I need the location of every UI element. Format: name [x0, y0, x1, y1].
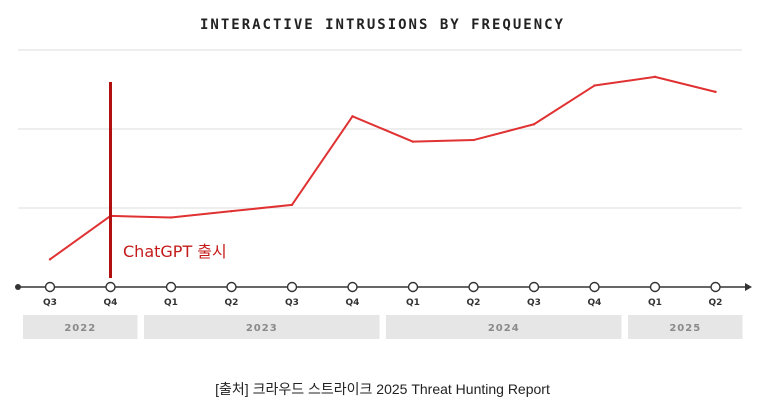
tick-label: Q4 — [346, 298, 360, 308]
year-band — [628, 315, 743, 339]
tick-label: Q2 — [467, 298, 481, 308]
tick-label: Q3 — [527, 298, 541, 308]
year-label: 2024 — [488, 323, 520, 334]
source-note: [출처] 크라우드 스트라이크 2025 Threat Hunting Repo… — [215, 381, 550, 397]
tick-marker — [105, 281, 116, 293]
data-point — [532, 123, 536, 126]
annotation-label: ChatGPT 출시 — [123, 242, 227, 261]
year-band — [144, 315, 380, 339]
data-point — [472, 138, 475, 142]
tick-marker — [44, 281, 56, 293]
annotation-group: ChatGPT 출시 — [109, 82, 227, 278]
tick-marker — [407, 281, 419, 293]
data-point — [411, 140, 415, 143]
data-point — [714, 90, 717, 94]
tick-label: Q3 — [285, 298, 299, 308]
year-band — [23, 315, 138, 339]
tick-label: Q1 — [406, 298, 420, 308]
year-bands: 2022 2023 2024 2025 — [23, 315, 743, 339]
tick-marker — [589, 281, 600, 293]
data-point — [290, 203, 294, 207]
tick-marker — [226, 281, 237, 293]
axis-arrowhead — [745, 283, 752, 291]
year-label: 2022 — [64, 323, 96, 334]
series-line — [49, 75, 716, 261]
tick-label: Q2 — [225, 298, 239, 308]
tick-marker — [347, 281, 358, 293]
year-band — [386, 315, 622, 339]
series-line-group — [48, 75, 717, 261]
tick-marker — [468, 281, 479, 293]
tick-marker — [710, 281, 721, 293]
tick-label: Q4 — [104, 298, 118, 308]
tick-label: Q4 — [588, 298, 602, 308]
tick-marker — [286, 281, 298, 293]
tick-label: Q2 — [709, 298, 723, 308]
data-point — [351, 115, 354, 118]
x-axis: Q3 Q4 Q1 Q2 Q3 Q4 Q1 Q2 Q3 Q4 Q1 Q2 — [15, 281, 752, 308]
data-point — [230, 209, 233, 213]
tick-marker — [528, 281, 540, 293]
chart-title: INTERACTIVE INTRUSIONS BY FREQUENCY — [199, 17, 565, 33]
year-label: 2023 — [246, 323, 278, 334]
tick-marker — [165, 281, 177, 293]
data-point — [48, 258, 52, 261]
tick-label: Q1 — [164, 298, 178, 308]
axis-start-dot — [15, 284, 21, 290]
data-point — [653, 75, 657, 79]
data-point — [593, 84, 596, 87]
year-label: 2025 — [669, 323, 701, 334]
tick-marker — [649, 281, 661, 293]
tick-label: Q3 — [43, 298, 57, 308]
tick-label: Q1 — [648, 298, 662, 308]
gridlines — [18, 49, 742, 209]
data-point — [169, 216, 173, 219]
